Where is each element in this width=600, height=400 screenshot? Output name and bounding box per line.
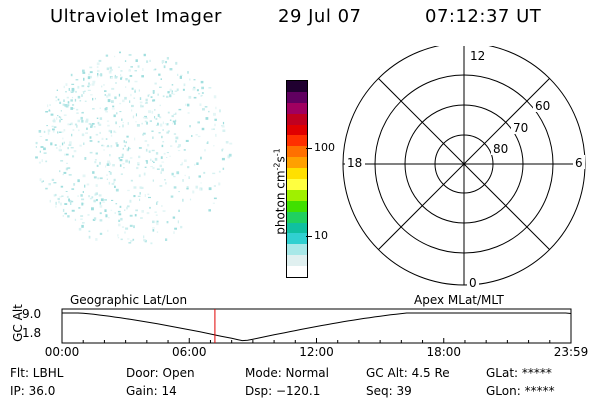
status-seq: Seq: 39 [366, 384, 412, 398]
timeline-plot [61, 308, 572, 344]
timeline-tick-label: 23:59 [553, 345, 589, 359]
uv-image-speckle [35, 51, 233, 245]
colorbar-segment [287, 266, 307, 277]
colorbar-segment [287, 102, 307, 114]
colorbar-segment [287, 91, 307, 103]
observation-time: 07:12:37 UT [425, 6, 542, 27]
colorbar-segment [287, 80, 307, 92]
colorbar-segment [287, 146, 307, 158]
colorbar-tick-10: 10 [314, 229, 328, 242]
colorbar-segment [287, 255, 307, 267]
colorbar-segment [287, 211, 307, 223]
uv-image-panel [35, 51, 233, 245]
colorbar-segment [287, 200, 307, 212]
mlt-label-0: 0 [469, 276, 477, 290]
colorbar-tick-100: 100 [314, 141, 335, 154]
colorbar-segment [287, 168, 307, 179]
lat-label-60: 60 [535, 99, 550, 113]
status-glat: GLat: ***** [486, 366, 552, 380]
colorbar-segment [287, 189, 307, 201]
app-title: Ultraviolet Imager [50, 6, 222, 27]
timeline-right-caption: Apex MLat/MLT [414, 293, 504, 307]
colorbar-segment [287, 222, 307, 234]
colorbar-unit-label: photon cm-2s-1 [272, 148, 288, 235]
status-gc-alt: GC Alt: 4.5 Re [366, 366, 450, 380]
colorbar-segment [287, 178, 307, 190]
timeline-tick-label: 18:00 [426, 345, 462, 359]
colorbar-segment [287, 113, 307, 125]
status-gain: Gain: 14 [126, 384, 177, 398]
status-door: Door: Open [126, 366, 195, 380]
polar-diagonal-2 [378, 78, 550, 250]
timeline-y-bottom: 1.8 [22, 326, 42, 340]
status-ip: IP: 36.0 [10, 384, 56, 398]
timeline-tick-label: 00:00 [44, 345, 80, 359]
colorbar-segment [287, 233, 307, 245]
status-glon: GLon: ***** [486, 384, 555, 398]
altitude-curve [62, 312, 572, 342]
status-filter: Flt: LBHL [10, 366, 64, 380]
status-mode: Mode: Normal [245, 366, 329, 380]
observation-date: 29 Jul 07 [278, 6, 362, 27]
colorbar-segment [287, 135, 307, 147]
colorbar-segment [287, 157, 307, 169]
mlt-label-18: 18 [347, 156, 362, 170]
mlt-label-12: 12 [470, 49, 485, 63]
status-dsp: Dsp: −120.1 [245, 384, 321, 398]
timeline-y-top: 9.0 [22, 307, 42, 321]
timeline-tick-label: 12:00 [299, 345, 334, 359]
mlt-label-6: 6 [575, 156, 583, 170]
lat-label-80: 80 [493, 142, 508, 156]
timeline-tick-label: 06:00 [171, 345, 207, 359]
timeline-left-caption: Geographic Lat/Lon [70, 293, 188, 307]
colorbar-segment [287, 244, 307, 256]
polar-plot: 12 0 18 6 60 70 80 [342, 46, 586, 290]
colorbar-segment [287, 124, 307, 136]
color-scale-bar [286, 80, 308, 278]
lat-label-70: 70 [513, 121, 528, 135]
